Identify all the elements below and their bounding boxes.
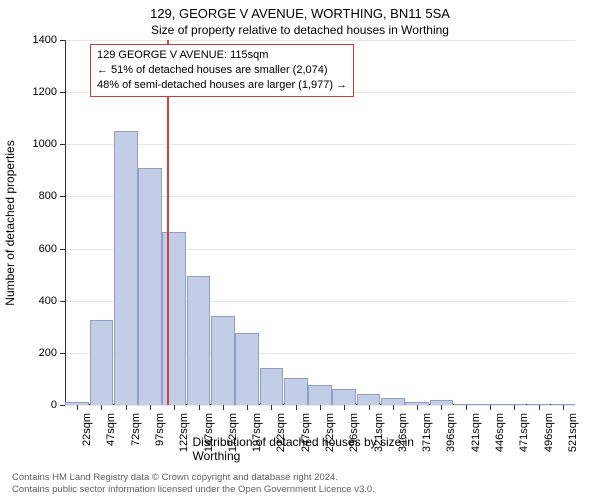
x-tick-mark (344, 405, 345, 410)
x-tick-mark (514, 405, 515, 410)
x-axis: Distribution of detached houses by size … (65, 405, 575, 465)
x-tick-mark (223, 405, 224, 410)
x-tick-label: 321sqm (373, 413, 385, 452)
y-tick-label: 0 (51, 399, 57, 411)
page-subtitle: Size of property relative to detached ho… (0, 21, 600, 37)
x-tick-label: 197sqm (251, 413, 263, 452)
x-tick-mark (563, 405, 564, 410)
x-tick-label: 446sqm (494, 413, 506, 452)
x-tick-label: 97sqm (154, 413, 166, 446)
x-tick-mark (296, 405, 297, 410)
histogram-bar (308, 385, 332, 405)
x-tick-label: 172sqm (227, 413, 239, 452)
x-tick-label: 72sqm (130, 413, 142, 446)
info-line-3: 48% of semi-detached houses are larger (… (97, 78, 347, 93)
x-tick-mark (247, 405, 248, 410)
x-tick-mark (369, 405, 370, 410)
footer-line-1: Contains HM Land Registry data © Crown c… (12, 472, 375, 484)
x-tick-label: 346sqm (397, 413, 409, 452)
x-tick-mark (441, 405, 442, 410)
gridline (65, 144, 575, 145)
y-tick-label: 800 (39, 190, 57, 202)
footer: Contains HM Land Registry data © Crown c… (12, 472, 375, 496)
y-tick-label: 1000 (33, 138, 57, 150)
footer-line-2: Contains public sector information licen… (12, 484, 375, 496)
x-tick-mark (126, 405, 127, 410)
x-tick-mark (393, 405, 394, 410)
x-tick-mark (174, 405, 175, 410)
histogram-bar (114, 131, 138, 405)
x-tick-label: 22sqm (81, 413, 93, 446)
x-tick-mark (77, 405, 78, 410)
histogram-bar (235, 333, 259, 405)
y-tick-label: 1200 (33, 86, 57, 98)
x-tick-mark (271, 405, 272, 410)
x-tick-label: 272sqm (324, 413, 336, 452)
histogram-bar (162, 232, 186, 405)
x-tick-label: 296sqm (348, 413, 360, 452)
histogram-bar (332, 389, 356, 405)
x-tick-label: 147sqm (203, 413, 215, 452)
gridline (65, 40, 575, 41)
x-tick-mark (320, 405, 321, 410)
x-tick-label: 122sqm (178, 413, 190, 452)
y-axis: Number of detached properties 0200400600… (0, 40, 65, 405)
x-tick-label: 47sqm (105, 413, 117, 446)
x-tick-label: 471sqm (518, 413, 530, 452)
x-tick-mark (101, 405, 102, 410)
x-tick-label: 496sqm (543, 413, 555, 452)
x-tick-label: 371sqm (421, 413, 433, 452)
chart-container: 129, GEORGE V AVENUE, WORTHING, BN11 5SA… (0, 0, 600, 500)
x-tick-mark (490, 405, 491, 410)
x-tick-mark (539, 405, 540, 410)
histogram-bar (284, 378, 308, 405)
x-tick-label: 222sqm (275, 413, 287, 452)
y-tick-label: 400 (39, 295, 57, 307)
x-tick-label: 421sqm (470, 413, 482, 452)
y-tick-label: 1400 (33, 34, 57, 46)
histogram-bar (211, 316, 235, 405)
info-line-2: ← 51% of detached houses are smaller (2,… (97, 63, 347, 78)
info-box: 129 GEORGE V AVENUE: 115sqm ← 51% of det… (90, 44, 354, 97)
info-line-1: 129 GEORGE V AVENUE: 115sqm (97, 48, 347, 63)
x-tick-label: 247sqm (300, 413, 312, 452)
y-tick-label: 600 (39, 243, 57, 255)
page-title: 129, GEORGE V AVENUE, WORTHING, BN11 5SA (0, 0, 600, 21)
y-axis-label: Number of detached properties (3, 140, 17, 305)
histogram-bar (260, 368, 284, 405)
histogram-bar (187, 276, 211, 405)
x-tick-mark (199, 405, 200, 410)
x-tick-mark (150, 405, 151, 410)
x-tick-mark (466, 405, 467, 410)
histogram-bar (90, 320, 114, 405)
histogram-bar (138, 168, 162, 405)
y-tick-label: 200 (39, 347, 57, 359)
x-tick-label: 521sqm (567, 413, 579, 452)
x-tick-mark (417, 405, 418, 410)
histogram-bar (357, 394, 381, 405)
x-tick-label: 396sqm (445, 413, 457, 452)
